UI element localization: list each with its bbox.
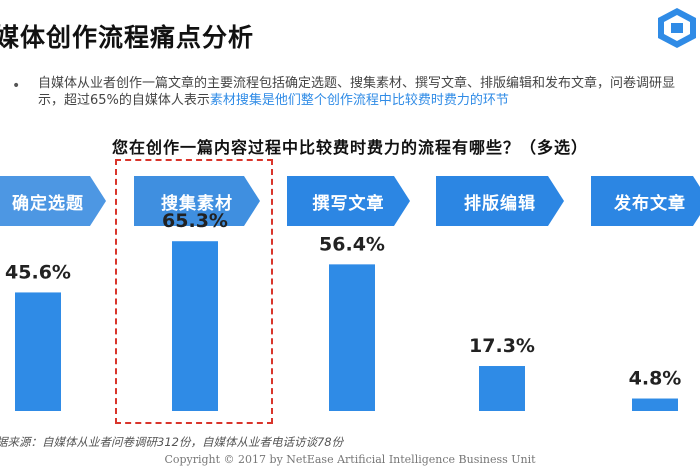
intro-highlight: 素材搜集是他们整个创作流程中比较费时费力的环节 xyxy=(209,93,509,108)
stage-arrow-0: 确定选题 xyxy=(0,176,106,226)
bar-4 xyxy=(632,398,678,411)
intro-text: 自媒体从业者创作一篇文章的主要流程包括确定选题、搜集素材、撰写文章、排版编辑和发… xyxy=(38,76,676,108)
bar-value-label-4: 4.8% xyxy=(629,368,682,390)
data-source-note: 据来源：自媒体从业者问卷调研312份，自媒体从业者电话访谈78份 xyxy=(0,435,344,449)
copyright-notice: Copyright © 2017 by NetEase Artificial I… xyxy=(164,453,536,466)
stage-label: 撰写文章 xyxy=(312,193,385,214)
bar-value-label-2: 56.4% xyxy=(319,233,385,255)
stage-label: 确定选题 xyxy=(12,193,84,214)
bar-value-label-3: 17.3% xyxy=(469,335,535,357)
bullet-marker: • xyxy=(12,78,21,94)
stage-arrow-4: 发布文章 xyxy=(591,176,700,226)
bar-0 xyxy=(15,292,61,411)
bar-3 xyxy=(479,366,525,411)
intro-description: 自媒体从业者创作一篇文章的主要流程包括确定选题、搜集素材、撰写文章、排版编辑和发… xyxy=(38,75,688,109)
netease-logo-icon xyxy=(658,8,696,48)
bar-1 xyxy=(172,241,218,411)
stage-arrow-2: 撰写文章 xyxy=(287,176,410,226)
stage-arrow-1: 搜集素材 xyxy=(134,176,260,226)
stage-label: 搜集素材 xyxy=(161,193,233,214)
survey-question: 您在创作一篇内容过程中比较费时费力的流程有哪些？（多选） xyxy=(111,138,588,157)
highlight-box xyxy=(115,159,273,424)
page-title: 媒体创作流程痛点分析 xyxy=(0,23,255,52)
stage-arrow-3: 排版编辑 xyxy=(436,176,564,226)
bar-value-label-0: 45.6% xyxy=(5,261,71,283)
bar-2 xyxy=(329,264,375,411)
bar-value-label-1: 65.3% xyxy=(162,210,228,232)
stage-label: 排版编辑 xyxy=(464,193,536,214)
stage-label: 发布文章 xyxy=(614,193,686,214)
